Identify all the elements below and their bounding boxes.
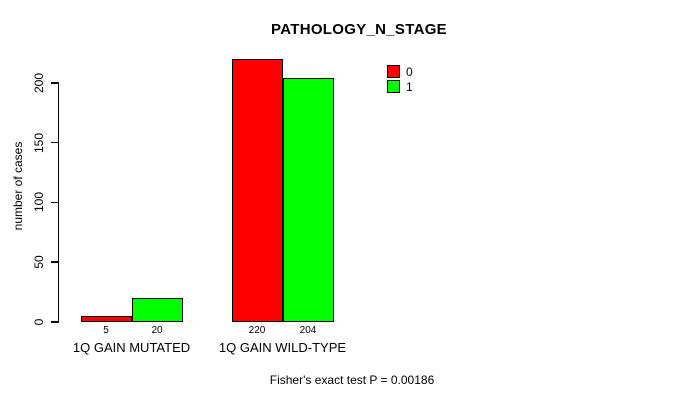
y-axis-tick-label: 200	[32, 72, 46, 93]
y-axis-tick	[51, 261, 58, 263]
category-label: 1Q GAIN MUTATED	[72, 340, 191, 355]
y-axis-tick-label: 150	[32, 132, 46, 153]
y-axis-tick	[51, 321, 58, 323]
legend-label: 1	[406, 79, 413, 94]
bar-1	[282, 78, 334, 322]
y-axis-tick-label: 50	[32, 255, 46, 269]
bar-value-label: 220	[248, 325, 266, 336]
y-axis-tick-label: 0	[32, 318, 46, 326]
legend-swatch	[387, 65, 400, 78]
y-axis-tick-label: 100	[32, 192, 46, 213]
legend-label: 0	[406, 64, 413, 79]
footnote-text: Fisher's exact test P = 0.00186	[269, 373, 435, 387]
bar-1	[131, 298, 183, 322]
y-axis-title: number of cases	[11, 141, 25, 231]
y-axis-tick	[51, 141, 58, 144]
y-axis-line	[57, 82, 59, 323]
bar-0	[80, 316, 132, 322]
chart-title: PATHOLOGY_N_STAGE	[271, 21, 447, 38]
bar-value-label: 5	[103, 325, 109, 336]
bar-value-label: 20	[151, 325, 163, 336]
legend-swatch	[387, 80, 400, 93]
y-axis-tick	[51, 82, 58, 84]
y-axis-tick	[51, 201, 58, 204]
bar-value-label: 204	[299, 325, 317, 336]
category-label: 1Q GAIN WILD-TYPE	[218, 340, 347, 355]
legend-item: 0	[387, 64, 413, 79]
legend-item: 1	[387, 79, 413, 94]
bar-0	[231, 58, 283, 322]
